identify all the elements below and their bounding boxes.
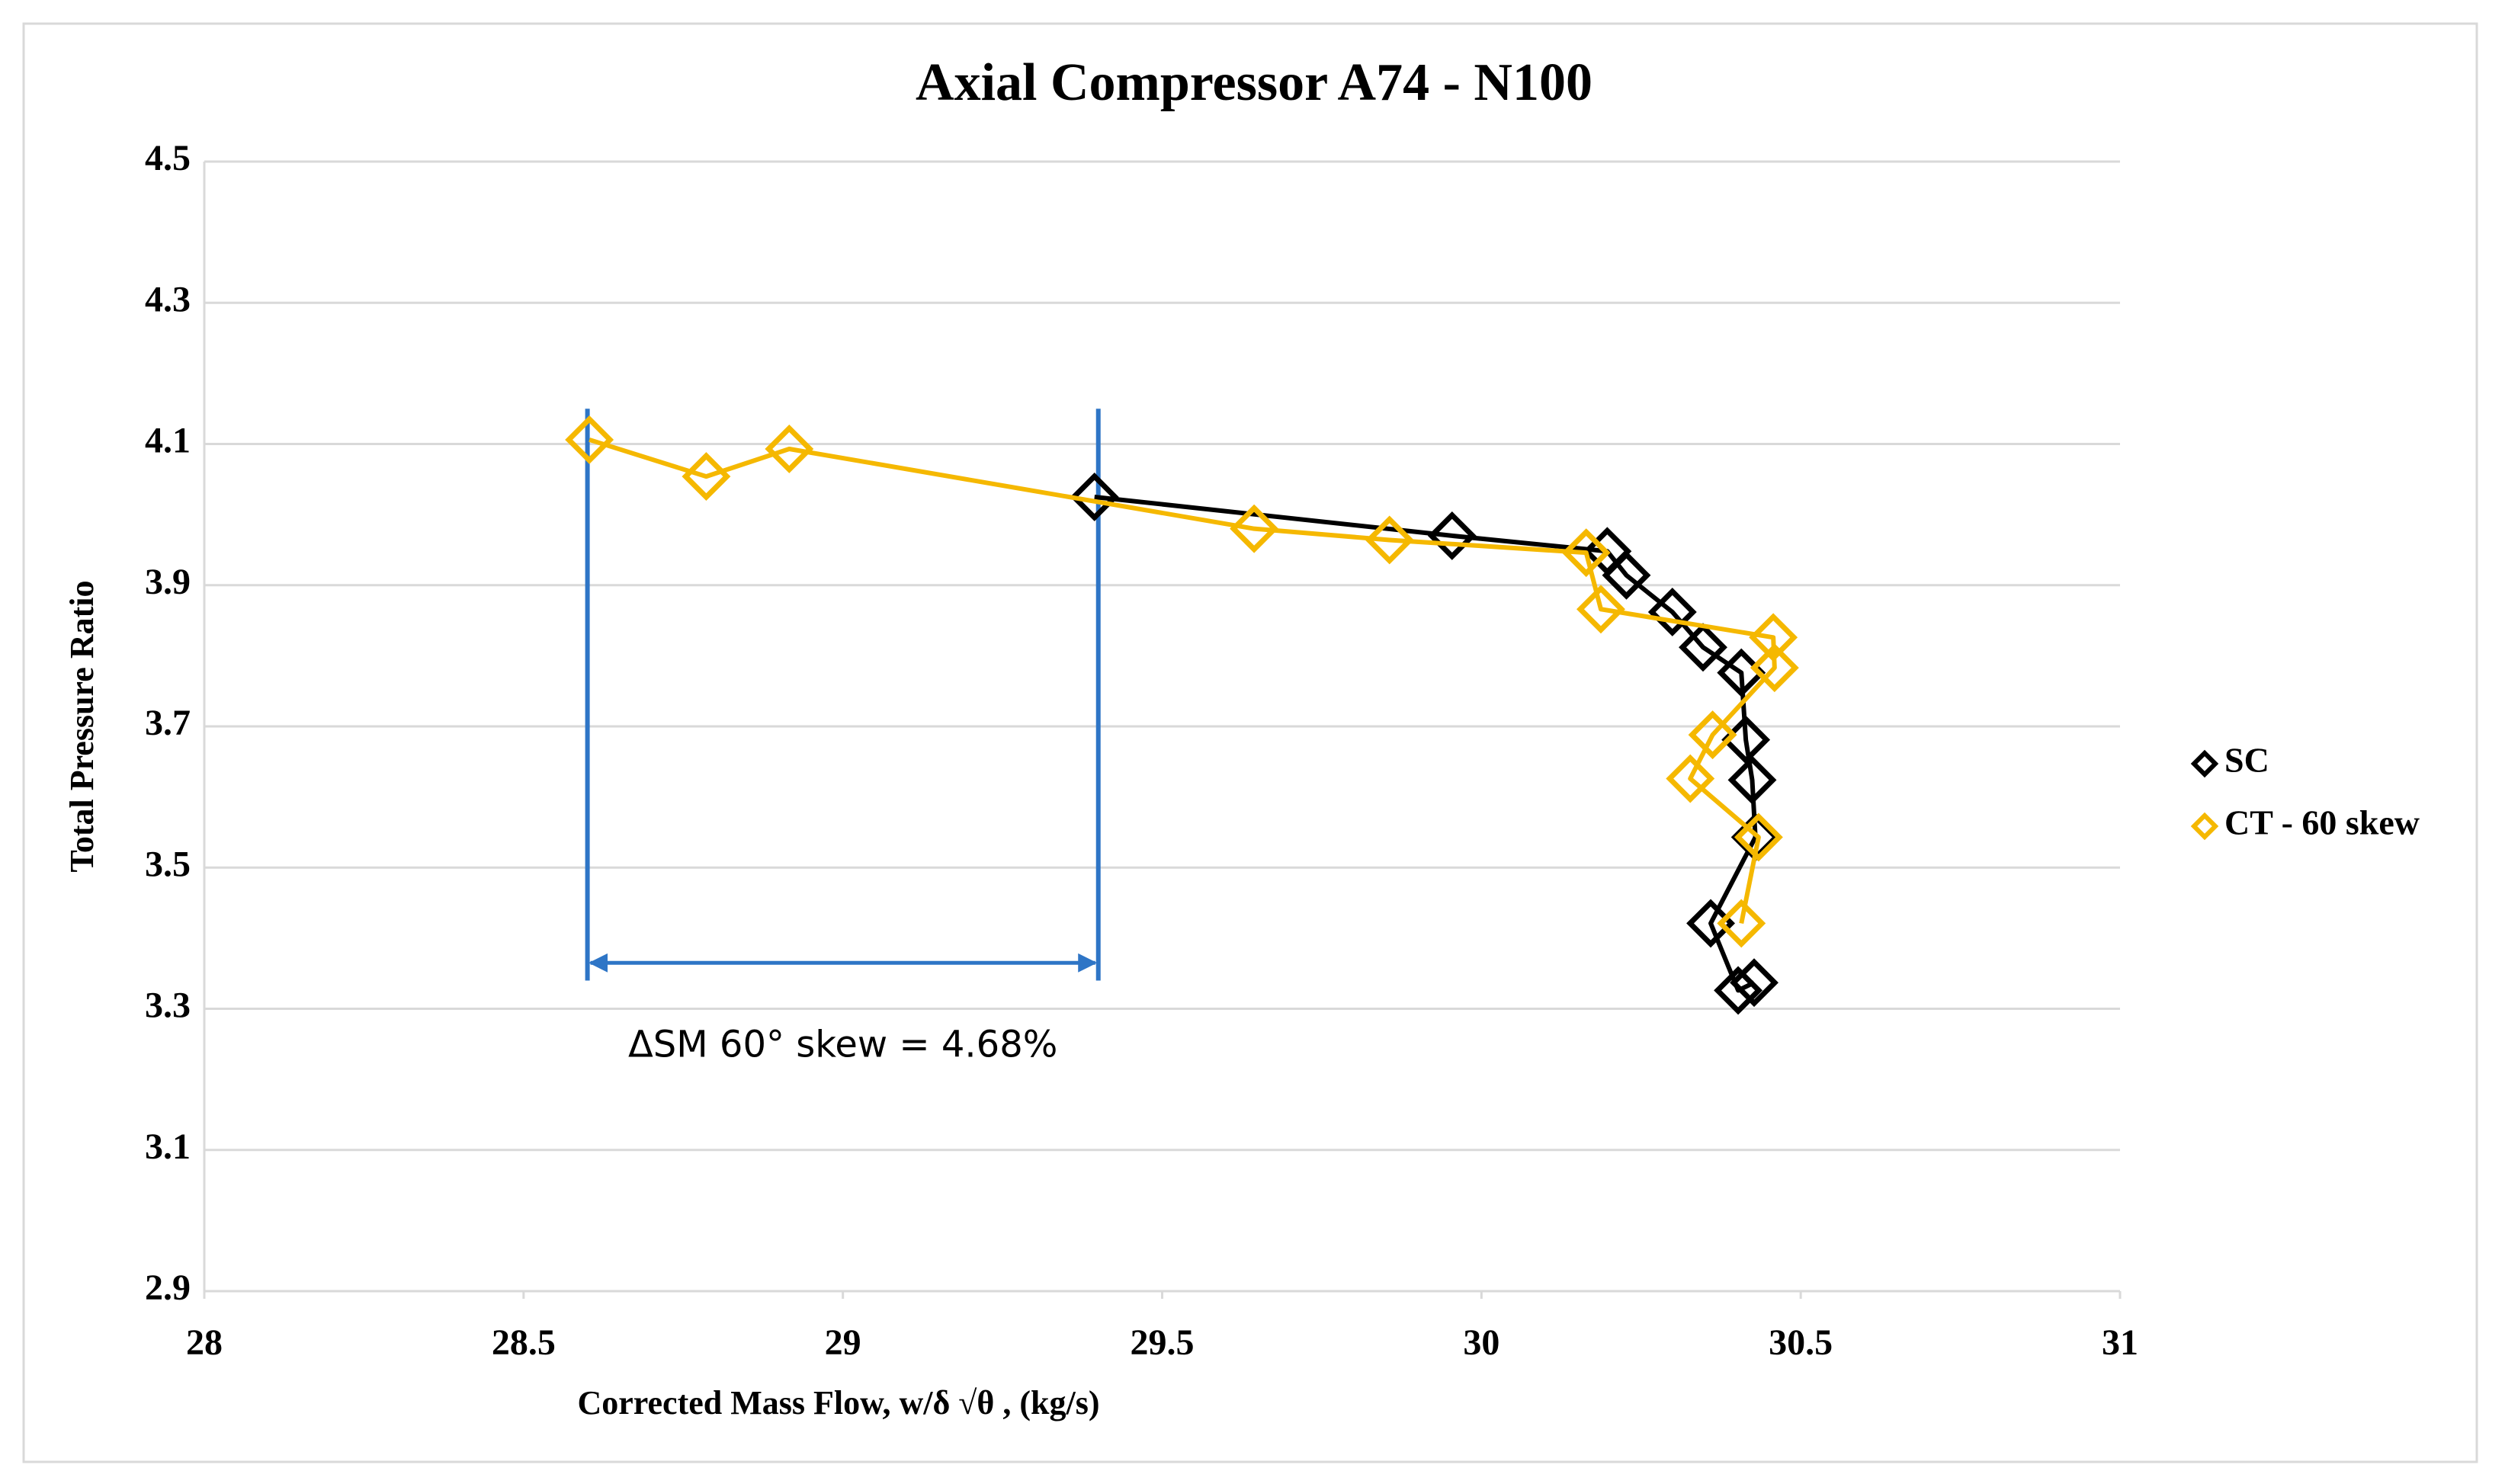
y-tick-label: 3.1 xyxy=(145,1127,191,1167)
point xyxy=(1730,958,1779,1008)
legend-marker xyxy=(2190,812,2219,841)
annotation-text: ΔSM 60° skew = 4.68% xyxy=(628,1023,1057,1066)
point xyxy=(1750,643,1799,693)
x-tick-label: 31 xyxy=(2102,1322,2138,1363)
series-line xyxy=(589,438,1777,925)
y-tick-label: 3.7 xyxy=(145,703,191,743)
y-tick-label: 4.3 xyxy=(145,279,191,319)
point xyxy=(1714,966,1763,1015)
point xyxy=(682,452,731,502)
y-tick-label: 3.3 xyxy=(145,986,191,1026)
point xyxy=(1427,511,1477,560)
point xyxy=(1561,528,1611,578)
point xyxy=(1602,550,1651,600)
chart-title: Axial Compressor A74 - N100 xyxy=(916,53,1592,112)
point xyxy=(1749,613,1798,662)
x-tick-label: 28 xyxy=(186,1322,223,1363)
x-tick-label: 29.5 xyxy=(1131,1322,1195,1363)
x-tick-label: 28.5 xyxy=(492,1322,556,1363)
point xyxy=(1679,623,1727,672)
point xyxy=(1647,587,1697,636)
point xyxy=(1734,813,1783,862)
x-tick-label: 30 xyxy=(1463,1322,1499,1363)
point xyxy=(765,425,814,473)
point xyxy=(1666,754,1715,803)
y-tick-label: 2.9 xyxy=(145,1268,191,1308)
point xyxy=(1727,755,1777,805)
y-axis-label: Total Pressure Ratio xyxy=(63,581,101,873)
point xyxy=(565,415,614,464)
point xyxy=(1576,585,1625,634)
x-tick-label: 29 xyxy=(825,1322,861,1363)
y-tick-label: 4.5 xyxy=(145,138,191,178)
point xyxy=(1230,504,1279,553)
legend-marker xyxy=(2190,749,2219,778)
x-tick-label: 30.5 xyxy=(1769,1322,1833,1363)
y-tick-label: 4.1 xyxy=(145,421,191,461)
point xyxy=(1717,899,1766,948)
y-tick-label: 3.9 xyxy=(145,562,191,602)
legend-label: SC xyxy=(2224,741,2269,780)
legend-label: CT - 60 skew xyxy=(2224,803,2420,842)
x-axis-label: Corrected Mass Flow, w/δ √θ , (kg/s) xyxy=(577,1384,1099,1421)
y-tick-label: 3.5 xyxy=(145,844,191,884)
point xyxy=(1070,473,1119,521)
chart-border xyxy=(22,22,2478,1463)
point xyxy=(1365,515,1414,565)
point xyxy=(1688,710,1737,760)
